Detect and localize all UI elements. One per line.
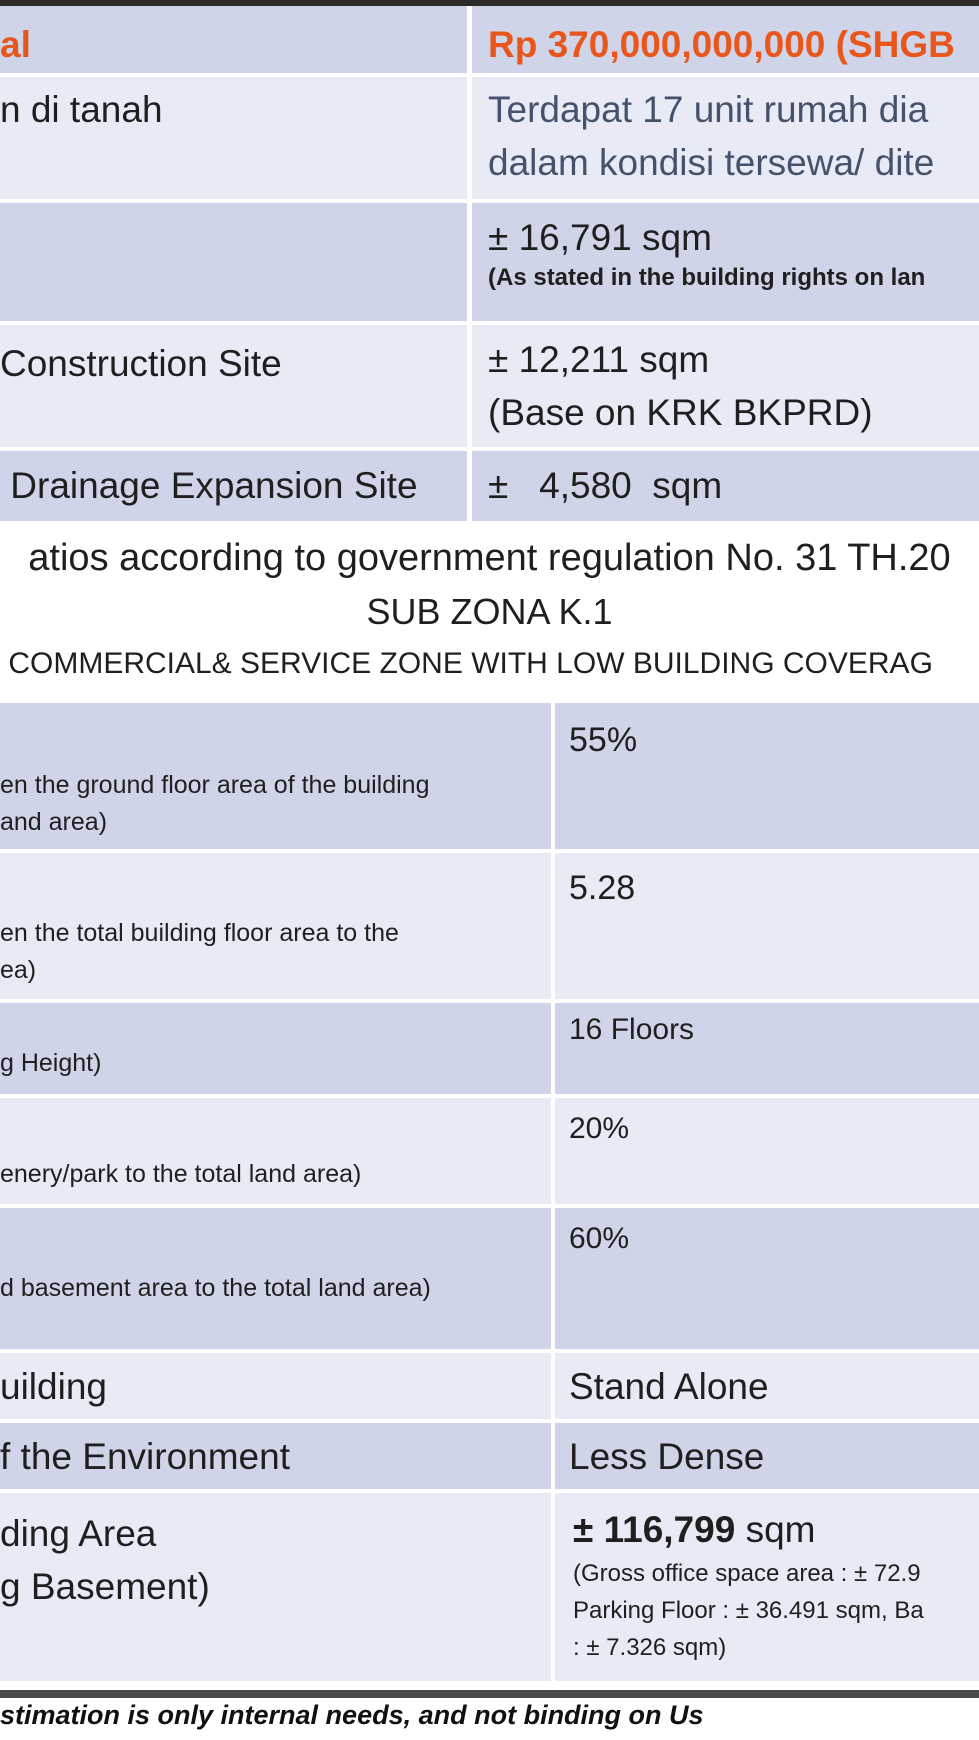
kdb-value-cell: 55%	[553, 703, 979, 851]
zone-description: COMMERCIAL& SERVICE ZONE WITH LOW BUILDI…	[0, 647, 933, 680]
column-divider	[467, 6, 472, 521]
building-type-value-cell: Stand Alone	[553, 1351, 979, 1421]
regulation-heading: atios according to government regulation…	[28, 537, 951, 579]
construction-site-value-cell: ± 12,211 sqm (Base on KRK BKPRD)	[470, 323, 979, 449]
klb-value: 5.28	[569, 869, 636, 907]
row-divider	[0, 447, 979, 451]
row-divider	[0, 1204, 979, 1208]
row-divider	[0, 1349, 979, 1353]
price-label: al	[0, 24, 31, 65]
kdb-value: 55%	[569, 721, 638, 759]
row-divider	[0, 199, 979, 203]
building-area-label-cell: ding Area g Basement)	[0, 1491, 553, 1681]
footer-border	[0, 1690, 979, 1698]
parking-floor-detail: Parking Floor : ± 36.491 sqm, Ba	[573, 1597, 924, 1624]
land-status-line2: dalam kondisi tersewa/ dite	[488, 142, 935, 183]
drainage-site-label: Drainage Expansion Site	[0, 465, 418, 506]
disclaimer-footer: stimation is only internal needs, and no…	[0, 1698, 979, 1740]
basement-value: 60%	[569, 1222, 630, 1255]
kdb-label-cell: en the ground floor area of the building…	[0, 703, 553, 851]
building-type-label-cell: uilding	[0, 1351, 553, 1421]
building-area-label-line1: ding Area	[0, 1513, 157, 1554]
drainage-site-label-cell: Drainage Expansion Site	[0, 449, 470, 521]
environment-label: f the Environment	[0, 1436, 290, 1477]
land-area-note: (As stated in the building rights on lan	[488, 264, 926, 291]
klb-desc-line2: ea)	[0, 956, 37, 984]
kdb-desc-line2: and area)	[0, 808, 108, 836]
building-area-unit: sqm	[735, 1509, 816, 1550]
row-divider	[0, 1489, 979, 1493]
environment-value: Less Dense	[569, 1436, 765, 1477]
basement-detail: : ± 7.326 sqm)	[573, 1634, 727, 1661]
height-desc: g Height)	[0, 1049, 102, 1077]
green-label-cell: enery/park to the total land area)	[0, 1096, 553, 1206]
row-divider	[0, 1419, 979, 1423]
green-value-cell: 20%	[553, 1096, 979, 1206]
building-area-number: ± 116,799	[573, 1509, 736, 1550]
row-divider	[0, 73, 979, 77]
row-divider	[0, 321, 979, 325]
height-value: 16 Floors	[569, 1013, 695, 1046]
kdb-desc-line1: en the ground floor area of the building	[0, 771, 430, 799]
row-divider	[0, 1094, 979, 1098]
basement-desc: d basement area to the total land area)	[0, 1274, 431, 1302]
drainage-site-value-cell: ± 4,580 sqm	[470, 449, 979, 521]
land-area-label-cell	[0, 201, 470, 323]
price-value: Rp 370,000,000,000 (SHGB	[488, 24, 955, 65]
building-type-label: uilding	[0, 1366, 107, 1407]
land-area-value-cell: ± 16,791 sqm (As stated in the building …	[470, 201, 979, 323]
land-status-line1: Terdapat 17 unit rumah dia	[488, 89, 929, 130]
construction-site-value: ± 12,211 sqm	[488, 339, 710, 380]
price-value-cell: Rp 370,000,000,000 (SHGB	[470, 6, 979, 75]
construction-site-label: Construction Site	[0, 343, 282, 384]
column-divider	[551, 703, 555, 1681]
row-divider	[0, 999, 979, 1003]
basement-label-cell: d basement area to the total land area)	[0, 1206, 553, 1351]
klb-label-cell: en the total building floor area to the …	[0, 851, 553, 1001]
klb-desc-line1: en the total building floor area to the	[0, 919, 399, 947]
land-status-label: n di tanah	[0, 89, 163, 130]
drainage-site-value: ± 4,580 sqm	[488, 465, 723, 506]
building-area-label-line2: g Basement)	[0, 1566, 210, 1607]
basement-value-cell: 60%	[553, 1206, 979, 1351]
land-area-value: ± 16,791 sqm	[488, 217, 712, 258]
height-label-cell: g Height)	[0, 1001, 553, 1096]
building-type-value: Stand Alone	[569, 1366, 769, 1407]
klb-value-cell: 5.28	[553, 851, 979, 1001]
land-status-value-cell: Terdapat 17 unit rumah dia dalam kondisi…	[470, 75, 979, 201]
gross-office-detail: (Gross office space area : ± 72.9	[573, 1560, 921, 1587]
environment-label-cell: f the Environment	[0, 1421, 553, 1491]
row-divider	[0, 849, 979, 853]
top-border	[0, 0, 979, 6]
disclaimer-text: stimation is only internal needs, and no…	[0, 1700, 704, 1730]
price-label-cell: al	[0, 6, 470, 75]
zone-heading: SUB ZONA K.1	[366, 591, 613, 632]
construction-site-note: (Base on KRK BKPRD)	[488, 392, 873, 433]
green-value: 20%	[569, 1112, 630, 1145]
construction-site-label-cell: Construction Site	[0, 323, 470, 449]
height-value-cell: 16 Floors	[553, 1001, 979, 1096]
building-area-value: ± 116,799 sqm	[573, 1505, 979, 1555]
green-desc: enery/park to the total land area)	[0, 1160, 362, 1188]
environment-value-cell: Less Dense	[553, 1421, 979, 1491]
land-status-label-cell: n di tanah	[0, 75, 470, 201]
building-area-value-cell: ± 116,799 sqm (Gross office space area :…	[553, 1491, 979, 1681]
